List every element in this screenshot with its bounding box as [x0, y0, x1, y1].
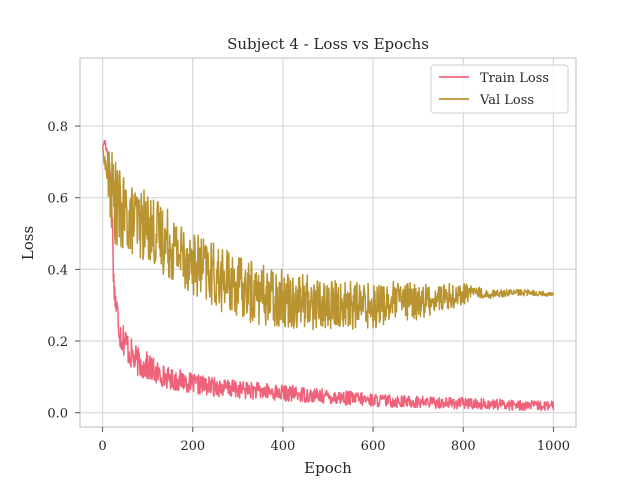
x-tick-label: 1000 — [537, 439, 570, 454]
x-tick-label: 600 — [361, 439, 386, 454]
x-tick-label: 200 — [180, 439, 205, 454]
legend: Train Loss Val Loss — [430, 64, 569, 114]
x-axis-label: Epoch — [304, 459, 352, 477]
x-tick-label: 0 — [98, 439, 106, 454]
axes-frame — [79, 57, 577, 428]
y-tick-label: 0.4 — [47, 263, 68, 278]
x-tick-label: 400 — [270, 439, 295, 454]
series-line — [101, 139, 555, 412]
plot-series — [101, 139, 555, 412]
y-axis-label: Loss — [19, 226, 37, 260]
legend-label: Val Loss — [479, 93, 534, 108]
y-tick-label: 0.8 — [47, 120, 68, 135]
x-tick-label: 800 — [451, 439, 476, 454]
y-tick-label: 0.6 — [47, 192, 68, 207]
y-tick-label: 0.0 — [47, 407, 68, 422]
chart-title: Subject 4 - Loss vs Epochs — [227, 35, 429, 53]
axis-ticks: 0 200 400 600 800 1000 0.0 0.2 0.4 0.6 0.8 — [47, 120, 570, 454]
grid — [80, 58, 576, 427]
series-line — [101, 147, 555, 331]
y-tick-label: 0.2 — [47, 335, 68, 350]
legend-label: Train Loss — [480, 71, 549, 86]
